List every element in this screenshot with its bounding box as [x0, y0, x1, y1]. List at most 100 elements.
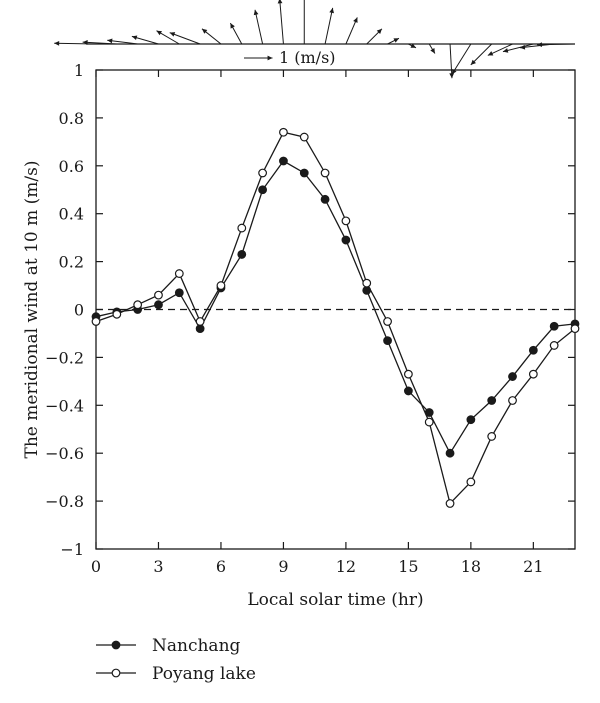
- wind-arrow-head: [131, 35, 138, 41]
- data-point-poyang-lake: [279, 127, 288, 137]
- data-point-poyang-lake: [237, 223, 247, 233]
- y-tick-label: −0.8: [45, 492, 84, 511]
- plot-frame: [95, 69, 576, 550]
- series-line-nanchang: [95, 160, 576, 455]
- data-point-nanchang: [320, 194, 330, 204]
- data-point-poyang-lake: [466, 477, 476, 487]
- data-point-poyang-lake: [403, 369, 413, 379]
- legend-marker-nanchang: [111, 640, 121, 650]
- wind-arrow-shaft: [254, 9, 264, 45]
- x-tick-label: 9: [278, 557, 288, 576]
- wind-arrow-shaft: [451, 43, 472, 75]
- data-point-poyang-lake: [154, 290, 163, 300]
- wind-arrow: [449, 43, 455, 79]
- wind-arrow-head: [470, 59, 476, 65]
- data-point-poyang-lake: [383, 317, 392, 326]
- wind-arrow-head: [277, 0, 283, 4]
- series-layer: [91, 127, 580, 508]
- wind-arrow: [253, 9, 264, 45]
- wind-arrow-shaft: [449, 43, 453, 79]
- wind-arrow-head: [393, 38, 399, 43]
- x-tick-label: 21: [523, 557, 543, 576]
- data-point-nanchang: [549, 321, 559, 331]
- legend-label-nanchang: Nanchang: [152, 636, 241, 656]
- wind-arrow: [408, 43, 417, 49]
- wind-arrow-head: [156, 30, 162, 36]
- x-tick-label: 0: [91, 557, 101, 576]
- wind-arrow-head: [519, 44, 526, 50]
- wind-arrow: [387, 37, 400, 45]
- data-point-nanchang: [258, 185, 268, 195]
- y-tick-label: 0.4: [59, 205, 84, 224]
- data-point-nanchang: [445, 448, 455, 458]
- y-tick-label: 0.8: [59, 109, 84, 128]
- wind-arrow-head: [449, 73, 455, 79]
- wind-arrow-head: [82, 39, 88, 45]
- wind-arrow-shaft: [324, 7, 334, 45]
- data-point-poyang-lake: [528, 369, 538, 379]
- wind-arrow: [303, 0, 305, 44]
- y-tick-label: −0.6: [45, 444, 84, 463]
- wind-scale-label: 1 (m/s): [279, 48, 336, 67]
- wind-scale-arrow: [244, 55, 273, 61]
- wind-arrow: [201, 28, 222, 45]
- wind-arrow: [428, 43, 436, 54]
- wind-arrow-head: [253, 9, 259, 16]
- x-axis-title: Local solar time (hr): [247, 590, 423, 610]
- data-point-nanchang: [237, 250, 247, 259]
- wind-arrow-head: [487, 51, 494, 56]
- data-point-nanchang: [528, 345, 538, 355]
- y-tick-label: −1: [60, 540, 84, 559]
- legend: Nanchang Poyang lake: [96, 636, 256, 684]
- wind-arrow: [82, 39, 117, 45]
- wind-arrow: [169, 32, 201, 45]
- wind-arrow-head: [169, 32, 176, 37]
- axis-ticks: 0 3 6 9 12 15 18 21 1 0.8 0.6 0.4 0.2 0 −0.2 −0.4 −0.6 −0…: [45, 61, 575, 576]
- wind-arrow: [156, 30, 180, 45]
- wind-arrow: [366, 28, 383, 45]
- data-point-nanchang: [508, 372, 517, 381]
- data-point-poyang-lake: [320, 168, 330, 178]
- x-tick-label: 18: [461, 557, 481, 576]
- data-point-poyang-lake: [216, 281, 226, 290]
- data-point-nanchang: [154, 300, 163, 310]
- data-point-nanchang: [341, 235, 351, 245]
- wind-arrow-head: [54, 40, 60, 46]
- series-line-poyang-lake: [95, 131, 576, 505]
- data-point-poyang-lake: [487, 432, 497, 441]
- wind-arrow-shaft: [169, 32, 201, 45]
- data-point-nanchang: [299, 168, 309, 178]
- wind-arrow: [536, 42, 576, 48]
- data-point-poyang-lake: [258, 168, 268, 178]
- wind-arrow: [345, 17, 358, 45]
- data-point-poyang-lake: [112, 309, 122, 319]
- wind-arrow-head: [502, 48, 509, 53]
- data-point-poyang-lake: [445, 499, 455, 508]
- data-point-nanchang: [383, 336, 392, 346]
- data-point-nanchang: [195, 324, 205, 334]
- data-point-nanchang: [487, 396, 497, 405]
- wind-arrow-head: [537, 42, 542, 48]
- wind-arrow-shaft: [279, 0, 284, 45]
- data-point-poyang-lake: [424, 417, 434, 427]
- y-axis-title: The meridional wind at 10 m (m/s): [22, 161, 42, 459]
- wind-arrow-shaft: [107, 39, 138, 45]
- y-tick-label: 0.6: [59, 157, 84, 176]
- data-point-nanchang: [174, 288, 184, 298]
- wind-arrow: [131, 35, 159, 45]
- y-tick-label: 0.2: [59, 253, 84, 272]
- data-point-poyang-lake: [91, 317, 101, 326]
- data-point-poyang-lake: [549, 341, 559, 350]
- wind-arrow-head: [353, 17, 358, 23]
- data-point-poyang-lake: [341, 216, 351, 226]
- x-tick-label: 6: [216, 557, 226, 576]
- wind-arrow-shaft: [54, 42, 97, 45]
- wind-arrow-head: [430, 48, 435, 54]
- data-point-poyang-lake: [299, 132, 309, 142]
- wind-arrow-head: [107, 38, 113, 44]
- wind-arrow-shaft: [502, 43, 534, 53]
- wind-arrow: [229, 22, 243, 45]
- x-tick-label: 3: [153, 557, 163, 576]
- wind-arrow-shaft: [82, 41, 117, 45]
